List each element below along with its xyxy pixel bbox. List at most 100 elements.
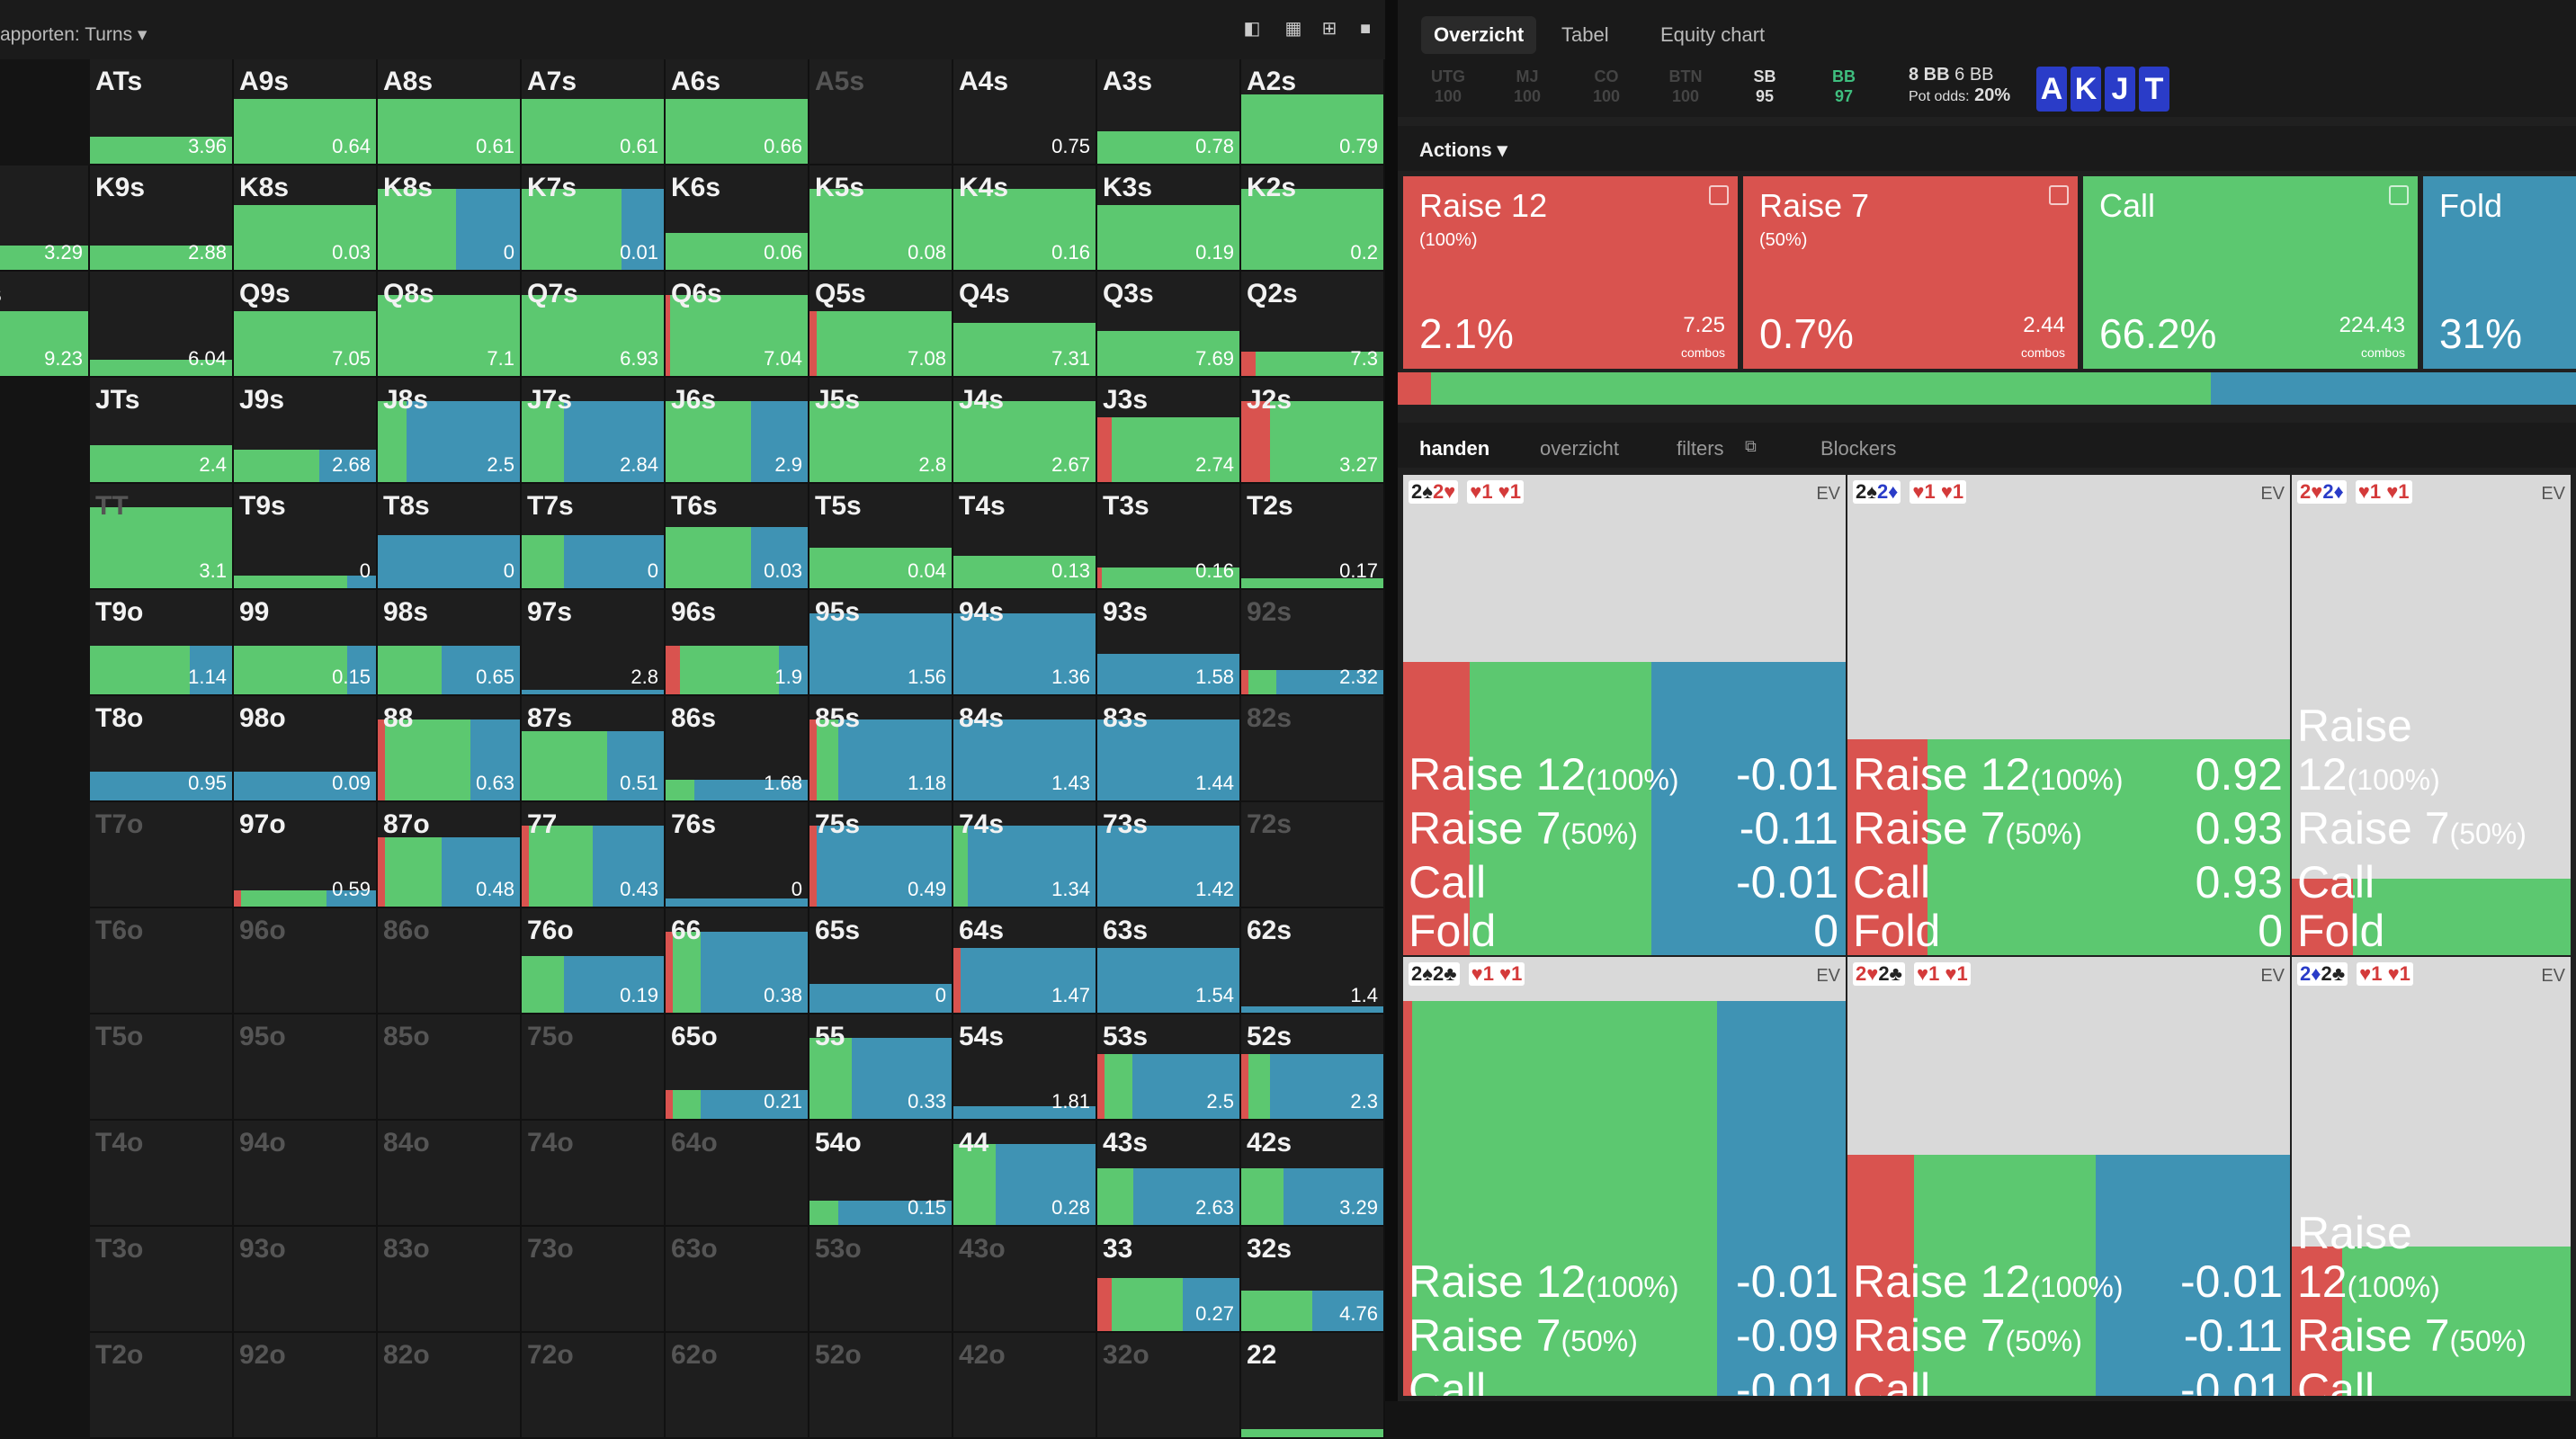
range-cell[interactable]: T7o	[90, 802, 234, 908]
range-cell[interactable]: 82o	[378, 1333, 522, 1439]
range-cell[interactable]: 72o	[522, 1333, 666, 1439]
range-cell[interactable]: 94o	[234, 1121, 378, 1227]
range-cell[interactable]: 42o	[953, 1333, 1097, 1439]
range-cell[interactable]: 96o	[234, 908, 378, 1014]
details-icon[interactable]	[2389, 185, 2409, 205]
range-cell[interactable]: T5o	[90, 1014, 234, 1121]
report-selector[interactable]: apporten: Turns ▾	[0, 23, 147, 46]
subtab-blockers[interactable]: Blockers	[1820, 437, 1896, 460]
actions-dropdown[interactable]: Actions ▾	[1419, 139, 1507, 162]
range-cell[interactable]: 75o	[522, 1014, 666, 1121]
range-cell[interactable]: 73o	[522, 1227, 666, 1333]
subtab-handen[interactable]: handen	[1419, 437, 1489, 460]
filter-icon[interactable]: ⧉	[1745, 437, 1757, 456]
layout-2-icon[interactable]: ▦	[1283, 18, 1304, 40]
range-cell[interactable]: 52o	[809, 1333, 953, 1439]
range-cell[interactable]: T6o	[90, 908, 234, 1014]
panel-divider[interactable]	[1385, 0, 1398, 1401]
range-cell[interactable]: 43o	[953, 1227, 1097, 1333]
range-cell[interactable]: 84o	[378, 1121, 522, 1227]
layout-4-icon[interactable]: ■	[1355, 18, 1376, 40]
range-cell[interactable]: QTs9.23	[0, 272, 90, 378]
subtab-overzicht[interactable]: overzicht	[1540, 437, 1619, 460]
range-cell[interactable]: A5s	[809, 59, 953, 165]
range-cell[interactable]: 72s	[1241, 802, 1385, 908]
range-cell[interactable]: 93o	[234, 1227, 378, 1333]
layout-3-icon[interactable]: ⊞	[1319, 18, 1340, 40]
range-cell[interactable]: T4o	[90, 1121, 234, 1227]
range-cell[interactable]: KTs3.29	[0, 165, 90, 272]
range-cell[interactable]: T2o	[90, 1333, 234, 1439]
details-icon[interactable]	[2049, 185, 2069, 205]
tab-equity-chart[interactable]: Equity chart	[1660, 23, 1765, 47]
range-cell[interactable]: 62o	[666, 1333, 809, 1439]
